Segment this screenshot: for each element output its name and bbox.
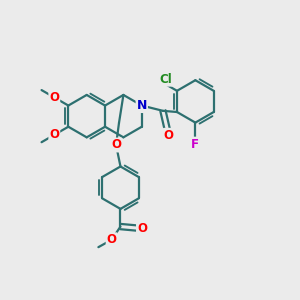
Text: O: O: [137, 221, 147, 235]
Text: Cl: Cl: [159, 73, 172, 86]
Text: O: O: [111, 139, 121, 152]
Text: N: N: [136, 99, 147, 112]
Text: F: F: [191, 138, 200, 151]
Text: O: O: [49, 91, 59, 104]
Text: O: O: [164, 129, 174, 142]
Text: O: O: [49, 128, 59, 141]
Text: O: O: [106, 233, 117, 246]
